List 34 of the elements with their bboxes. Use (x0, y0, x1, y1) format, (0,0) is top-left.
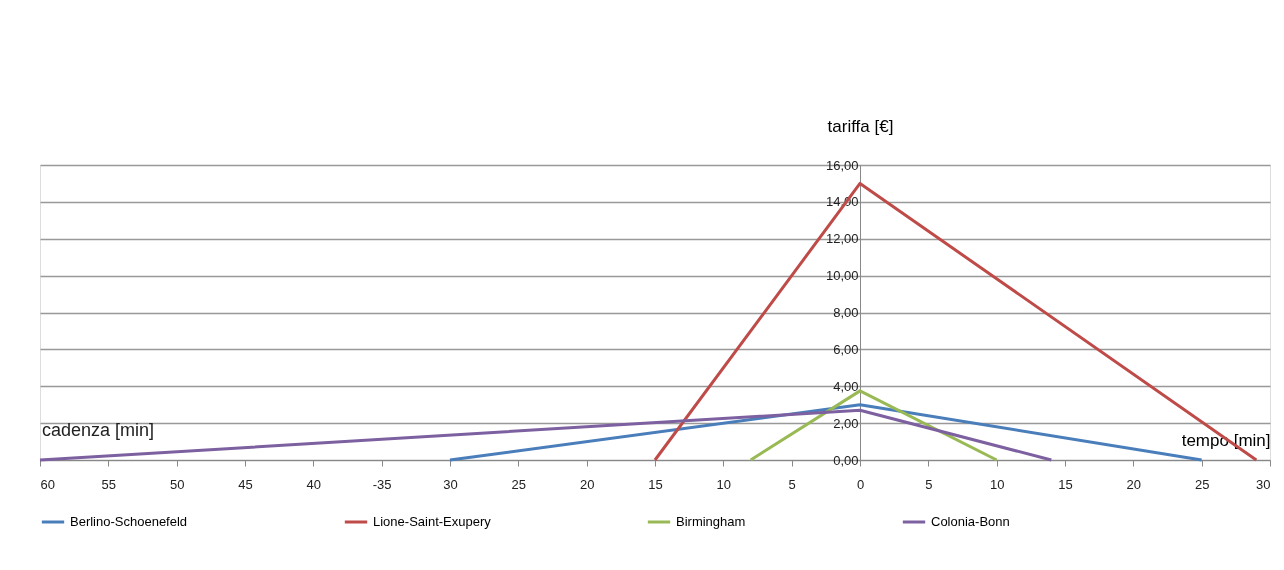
x-tick-label: 40 (306, 476, 322, 492)
x-tick-label: 20 (579, 476, 595, 492)
x-tick-label: 30 (1256, 476, 1271, 492)
x-tick-label: 15 (1058, 476, 1073, 492)
y-tick-label: 10,00 (825, 268, 859, 284)
y-tick-label: 0,00 (833, 452, 859, 468)
x-tick-label: 15 (648, 476, 663, 492)
y-tick-label: 12,00 (825, 231, 859, 247)
x-tick-label: 20 (1126, 476, 1142, 492)
x-tick-label: 0 (856, 476, 865, 492)
legend-label: Lione-Saint-Exupery (373, 514, 492, 529)
y-tick-label: 4,00 (833, 378, 859, 394)
x-tick-label: 5 (788, 476, 796, 492)
x-tick-label: 55 (101, 476, 117, 492)
x-tick-label: 10 (989, 476, 1005, 492)
x-tick-label: 30 (443, 476, 458, 492)
x-tick-label: 60 (40, 476, 55, 492)
legend-label: Colonia-Bonn (931, 514, 1010, 529)
x-tick-label: 45 (238, 476, 253, 492)
y-axis-title: tariffa [€] (827, 116, 894, 136)
x-tick-label: 25 (511, 476, 527, 492)
annotation: cadenza [min] (42, 420, 155, 440)
x-tick-label: 25 (1194, 476, 1210, 492)
y-tick-label: 16,00 (825, 157, 859, 173)
legend-label: Berlino-Schoenefeld (70, 514, 188, 529)
x-tick-label: 50 (169, 476, 185, 492)
x-tick-label: 5 (925, 476, 933, 492)
x-axis-title: tempo [min] (1181, 430, 1271, 450)
y-tick-label: 6,00 (833, 341, 859, 357)
legend-label: Birmingham (676, 514, 746, 529)
y-tick-label: 2,00 (833, 415, 859, 431)
x-tick-label: 10 (716, 476, 732, 492)
x-tick-label: -35 (372, 476, 392, 492)
y-tick-label: 8,00 (833, 305, 859, 320)
